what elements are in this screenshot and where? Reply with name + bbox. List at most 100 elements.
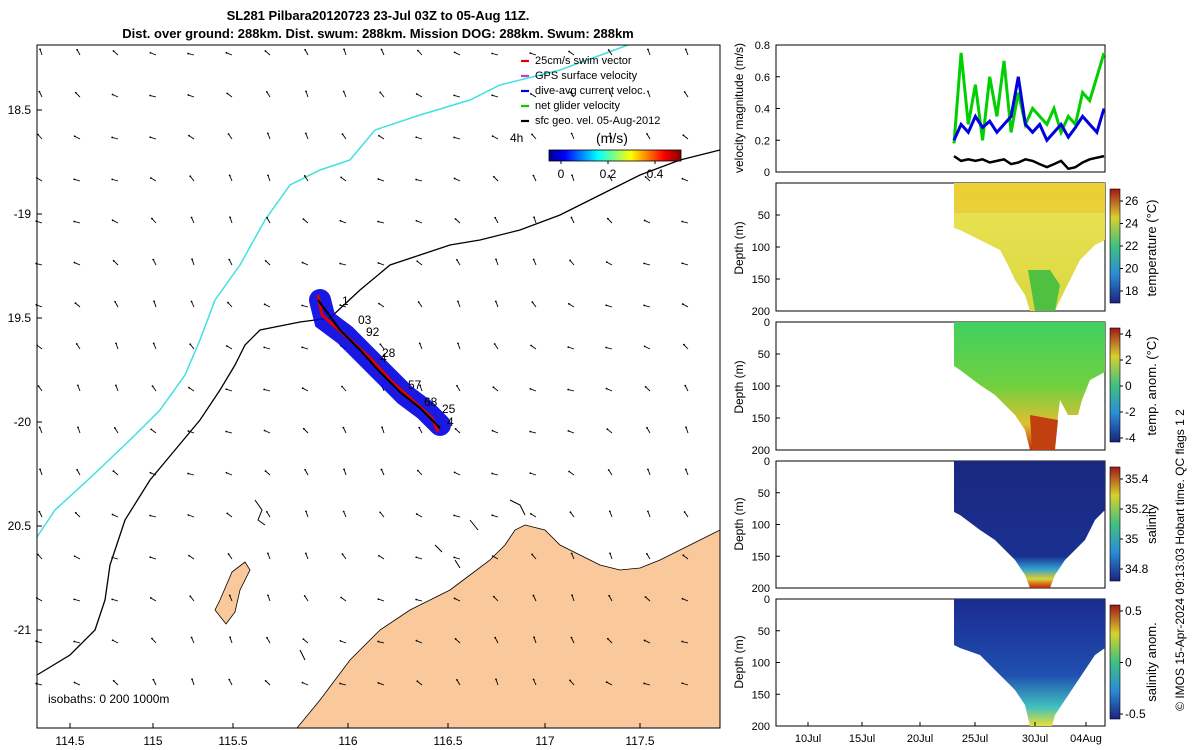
temp-anom-colorbar [1109, 327, 1121, 443]
date-tick-label: 20Jul [907, 733, 933, 745]
colorbar-tick-label: 0.2 [600, 167, 617, 181]
map-x-tick-label: 114.5 [55, 734, 84, 748]
cbar-tick-label: 34.8 [1125, 562, 1149, 576]
coastline-fragment [254, 499, 526, 661]
depth-tick-label: 150 [752, 413, 770, 425]
cbar-tick-label: 26 [1125, 194, 1139, 208]
temp-anom-ylabel: Depth (m) [732, 360, 746, 413]
colorbar-tick-label: 0 [558, 167, 565, 181]
depth-tick-label: 50 [758, 349, 770, 361]
cbar-tick-label: 24 [1125, 217, 1139, 231]
map-x-tick-label: 116.5 [433, 734, 462, 748]
map-y-tick-label: 20.5 [8, 519, 32, 533]
depth-tick-label: 200 [752, 306, 770, 318]
figure-title-line1: SL281 Pilbara20120723 23-Jul 03Z to 05-A… [226, 8, 530, 23]
depth-tick-label: 100 [752, 242, 770, 254]
cbar-tick-label: 18 [1125, 284, 1139, 298]
velocity-tick-label: 0.4 [755, 104, 770, 116]
footer-credit: © IMOS 15-Apr-2024 09:13:03 Hobart time.… [1173, 409, 1187, 711]
depth-tick-label: 150 [752, 689, 770, 701]
legend-time-label: 4h [510, 131, 523, 145]
cbar-tick-label: 35.4 [1125, 472, 1149, 486]
salinity-ylabel: Depth (m) [732, 497, 746, 550]
track-label: 28 [382, 346, 396, 360]
velocity-ylabel: velocity magnitude (m/s) [732, 43, 746, 173]
legend-item: GPS surface velocity [535, 70, 638, 82]
temperature-panel: 50 100 150 200 26 24 22 20 18 Depth (m) temperat… [732, 182, 1159, 318]
temperature-ylabel: Depth (m) [732, 221, 746, 274]
cbar-tick-label: 0 [1125, 656, 1132, 670]
depth-tick-label: 100 [752, 658, 770, 670]
map-y-tick-label: -20 [14, 415, 32, 429]
map-legend: 25cm/s swim vector GPS surface velocity di… [521, 55, 660, 127]
legend-item: net glider velocity [535, 100, 620, 112]
velocity-panel: 0 0.2 0.4 0.6 0.8 velocity magnitude (m/s) [732, 40, 1106, 179]
date-tick-label: 04Aug [1070, 733, 1102, 745]
isobath-label: isobaths: 0 200 1000m [48, 692, 169, 706]
map-x-tick-label: 117.5 [625, 734, 654, 748]
colorbar-units: (m/s) [596, 130, 628, 146]
track-label: 92 [366, 325, 380, 339]
figure-title-line2: Dist. over ground: 288km. Dist. swum: 28… [122, 26, 634, 41]
surface-velocity-arrows [35, 48, 689, 686]
velocity-series-line [953, 154, 1105, 171]
velocity-tick-label: 0 [764, 167, 770, 179]
track-label: 25 [442, 402, 456, 416]
map-x-tick-label: 115 [143, 734, 162, 748]
map-y-ticks: 18.5 -19 19.5 -20 20.5 -21 [8, 103, 42, 637]
depth-tick-label: 0 [764, 317, 770, 329]
track-label: 4 [380, 351, 387, 365]
track-label: 03 [358, 313, 372, 327]
temperature-colorbar [1109, 188, 1121, 304]
legend-item: 25cm/s swim vector [535, 55, 632, 67]
depth-tick-label: 100 [752, 520, 770, 532]
depth-tick-label: 150 [752, 551, 770, 563]
glider-track [309, 289, 451, 436]
salinity-anom-ylabel: Depth (m) [732, 635, 746, 688]
depth-tick-label: 50 [758, 488, 770, 500]
map-x-ticks: 114.5 115 115.5 116 116.5 117 117.5 [55, 723, 655, 748]
land-mass [296, 524, 721, 729]
depth-tick-label: 50 [758, 626, 770, 638]
salinity-panel: 0 50 100 150 200 35.4 35.2 35 34.8 Depth (m) sal… [732, 456, 1159, 595]
track-label: 1 [342, 294, 349, 308]
cbar-tick-label: -2 [1125, 405, 1136, 419]
map-y-tick-label: -21 [14, 623, 32, 637]
map-x-tick-label: 117 [535, 734, 554, 748]
cbar-tick-label: 35 [1125, 532, 1139, 546]
depth-tick-label: 200 [752, 583, 770, 595]
salinity-anom-colorbar [1109, 604, 1121, 720]
legend-item: dive-avg current veloc. [535, 85, 646, 97]
date-tick-label: 15Jul [849, 733, 875, 745]
velocity-series-line [952, 52, 1106, 144]
cbar-tick-label: 2 [1125, 353, 1132, 367]
map-x-tick-label: 115.5 [218, 734, 247, 748]
cbar-tick-label: 4 [1125, 327, 1132, 341]
cbar-tick-label: 22 [1125, 239, 1139, 253]
temp-anom-cbar-label: temp. anom. (°C) [1144, 336, 1159, 435]
cbar-tick-label: 20 [1125, 262, 1139, 276]
track-label: 68 [424, 395, 438, 409]
isobath-1000m [36, 44, 629, 538]
track-label: 57 [408, 378, 422, 392]
speed-colorbar-ticks: 0 0.2 0.4 [558, 161, 664, 181]
date-tick-label: 10Jul [795, 733, 821, 745]
speed-colorbar [548, 149, 682, 162]
map-y-tick-label: 19.5 [8, 311, 32, 325]
salinity-colorbar [1109, 466, 1121, 582]
date-tick-label: 30Jul [1022, 733, 1048, 745]
depth-tick-label: 0 [764, 456, 770, 468]
depth-tick-label: 200 [752, 445, 770, 457]
cbar-tick-label: 35.2 [1125, 502, 1149, 516]
map-axes-frame [36, 44, 721, 729]
map-y-tick-label: 18.5 [8, 103, 32, 117]
temperature-cbar-label: temperature (°C) [1144, 200, 1159, 297]
depth-tick-label: 100 [752, 381, 770, 393]
depth-tick-label: 0 [764, 594, 770, 606]
depth-tick-label: 200 [752, 721, 770, 733]
cbar-tick-label: -0.5 [1125, 707, 1146, 721]
salinity-anom-panel: 0 50 100 150 200 0.5 0 -0.5 10Jul 15Jul 20Jul 25Ju… [732, 594, 1159, 745]
